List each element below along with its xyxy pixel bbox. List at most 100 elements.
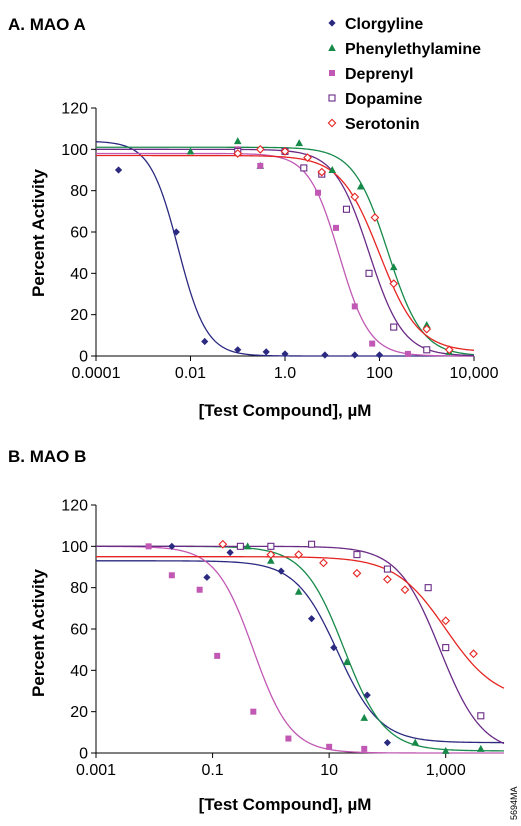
- panel-a-point-serotonin: [444, 345, 454, 355]
- panel-a-x-tick-label: 100: [366, 365, 393, 382]
- panel-b-point-dopamine: [477, 712, 485, 720]
- panel-a-point-clorgyline: [234, 346, 242, 354]
- panel-a-point-phenylethylamine: [233, 137, 242, 145]
- panel-a-y-tick-label: 60: [70, 225, 88, 242]
- panel-b-x-tick-label: 10: [320, 762, 338, 779]
- panel-b-point-dopamine: [308, 540, 316, 548]
- panel-a-point-clorgyline: [262, 348, 270, 356]
- legend-marker-deprenyl: [329, 70, 335, 76]
- panel-a-x-tick-label: 10,000: [450, 365, 499, 382]
- panel-a-point-clorgyline: [321, 351, 329, 359]
- panel-b-x-tick-label: 0.001: [76, 762, 116, 779]
- panel-b-point-clorgyline: [383, 739, 392, 747]
- panel-a-x-tick-label: 0.0001: [72, 365, 121, 382]
- legend: Clorgyline Phenylethylamine Deprenyl Dop…: [327, 16, 481, 133]
- panel-a-curve-phenylethylamine: [96, 146, 475, 356]
- panel-b-point-serotonin: [400, 585, 410, 595]
- panel-a-x-tick-label: 0.01: [175, 365, 206, 382]
- panel-a-point-deprenyl: [257, 162, 264, 169]
- panel-a-point-clorgyline: [201, 337, 209, 346]
- panel-b-y-tick-label: 0: [79, 746, 88, 763]
- panel-b-y-tick-label: 100: [61, 539, 88, 556]
- panel-b-point-deprenyl: [326, 743, 333, 750]
- panel-b-point-clorgyline: [307, 615, 316, 623]
- panel-b-point-phenylethylamine: [441, 746, 450, 754]
- panel-b-point-serotonin: [294, 550, 304, 559]
- panel-a-y-tick-label: 20: [70, 307, 88, 324]
- panel-b-point-serotonin: [352, 568, 362, 578]
- panel-b-title: B. MAO B: [8, 447, 86, 466]
- panel-a-point-serotonin: [389, 279, 399, 289]
- legend-item-clorgyline: Clorgyline: [328, 16, 423, 33]
- legend-marker-dopamine: [328, 94, 336, 102]
- panel-a-point-serotonin: [350, 192, 360, 202]
- panel-a-point-clorgyline: [375, 351, 384, 359]
- legend-item-serotonin: Serotonin: [327, 116, 420, 133]
- legend-label-deprenyl: Deprenyl: [345, 66, 413, 83]
- panel-b-point-clorgyline: [168, 542, 176, 550]
- panel-a-point-clorgyline: [114, 166, 123, 174]
- panel-b-point-deprenyl: [214, 652, 221, 659]
- legend-marker-phenylethylamine: [328, 44, 336, 51]
- legend-marker-serotonin: [327, 118, 337, 128]
- panel-b-y-tick-label: 120: [61, 498, 88, 515]
- panel-b-point-phenylethylamine: [267, 556, 275, 564]
- panel-a-point-clorgyline: [351, 351, 359, 359]
- panel-b-curve-clorgyline: [96, 560, 505, 744]
- panel-b-point-phenylethylamine: [411, 738, 420, 746]
- panel-a-title: A. MAO A: [8, 15, 86, 34]
- panel-a-point-dopamine: [342, 205, 351, 213]
- panel-b-point-phenylethylamine: [477, 744, 485, 752]
- panel-a-point-phenylethylamine: [328, 166, 337, 173]
- panel-b-point-clorgyline: [363, 691, 371, 699]
- legend-label-clorgyline: Clorgyline: [345, 16, 423, 33]
- panel-a-y-tick-label: 100: [61, 142, 88, 159]
- panel-b-y-tick-label: 80: [70, 580, 88, 597]
- panel-b-xlabel: [Test Compound], µM: [199, 795, 372, 814]
- panel-a-point-serotonin: [280, 147, 290, 156]
- panel-b-point-serotonin: [383, 575, 392, 584]
- panel-a-point-dopamine: [365, 269, 373, 277]
- panel-b-point-phenylethylamine: [360, 713, 369, 721]
- panel-a-point-phenylethylamine: [186, 147, 195, 155]
- panel-b-point-clorgyline: [277, 567, 285, 575]
- panel-b-point-deprenyl: [361, 745, 368, 752]
- panel-a-point-deprenyl: [351, 303, 358, 310]
- panel-b-point-deprenyl: [145, 543, 152, 550]
- panel-a-y-tick-label: 120: [61, 101, 88, 118]
- panel-b-curve-dopamine: [96, 545, 505, 745]
- panel-a-point-serotonin: [255, 144, 265, 154]
- panel-a-point-serotonin: [422, 324, 432, 334]
- panel-b-curve-serotonin: [96, 556, 505, 689]
- panel-b-point-clorgyline: [226, 548, 234, 557]
- panel-a-point-dopamine: [390, 323, 398, 331]
- panel-a-x-tick-label: 1.0: [274, 365, 296, 382]
- panel-a-y-tick-label: 0: [79, 349, 88, 366]
- panel-b-point-serotonin: [218, 539, 228, 549]
- figure-code: 5694MA: [509, 786, 519, 820]
- legend-item-dopamine: Dopamine: [328, 91, 422, 108]
- panel-b-y-tick-label: 40: [70, 663, 88, 680]
- panel-a-point-dopamine: [300, 164, 308, 172]
- legend-label-phenylethylamine: Phenylethylamine: [345, 41, 481, 58]
- panel-a-point-dopamine: [423, 346, 431, 354]
- panel-a-ylabel: Percent Activity: [29, 169, 48, 297]
- panel-b-point-deprenyl: [250, 708, 257, 715]
- panel-b-point-dopamine: [353, 551, 361, 559]
- panel-a-point-phenylethylamine: [422, 321, 431, 328]
- panel-b-x-tick-label: 1,000: [426, 762, 466, 779]
- panel-b-point-serotonin: [266, 550, 276, 559]
- panel-a-point-phenylethylamine: [295, 139, 304, 147]
- legend-label-serotonin: Serotonin: [345, 116, 420, 133]
- panel-b-point-phenylethylamine: [342, 658, 351, 666]
- panel-a-point-deprenyl: [404, 350, 411, 357]
- panel-a-point-serotonin: [370, 213, 380, 222]
- panel-a-point-serotonin: [233, 149, 243, 158]
- panel-a-curve-deprenyl: [96, 152, 474, 357]
- panel-b-point-deprenyl: [285, 735, 292, 742]
- panel-b-curve-deprenyl: [95, 545, 504, 754]
- panel-a-y-tick-label: 40: [70, 266, 88, 283]
- panel-a-point-phenylethylamine: [356, 182, 365, 190]
- panel-a-y-tick-label: 80: [70, 183, 88, 200]
- panel-b-point-dopamine: [267, 542, 275, 550]
